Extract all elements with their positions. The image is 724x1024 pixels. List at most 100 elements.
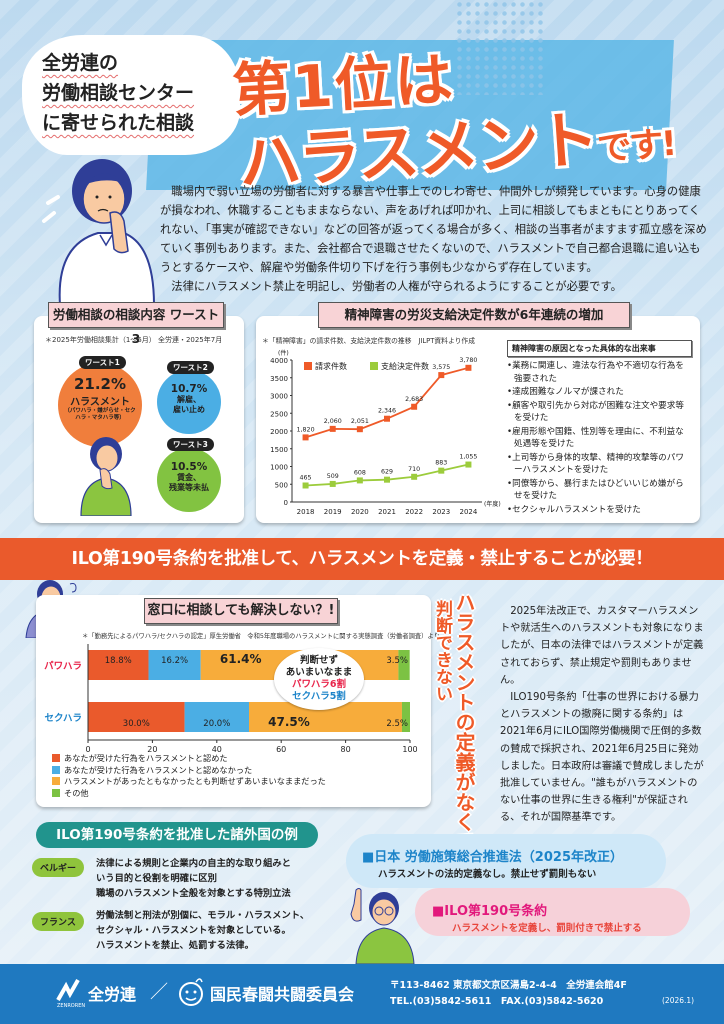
svg-text:509: 509 <box>327 473 339 480</box>
law-explanation: 2025年法改正で、カスタマーハラスメントや就活生へのハラスメントも対象になりま… <box>500 606 704 824</box>
header-dot-pattern <box>455 0 545 95</box>
consult-title: 窓口に相談しても解決しない？! <box>144 598 338 624</box>
worst1-badge: ワースト1 <box>79 356 126 369</box>
vertical-heading-main: ハラスメントの定義がなくて <box>452 592 476 852</box>
consult-panel <box>36 595 431 807</box>
svg-text:1000: 1000 <box>270 464 288 472</box>
legend-swatch <box>52 754 60 762</box>
svg-text:16.2%: 16.2% <box>161 656 188 666</box>
cause-item: •顧客や取引先から対応が困難な注文や要求等を受けた <box>507 400 684 424</box>
svg-text:3,780: 3,780 <box>459 357 477 364</box>
svg-text:2,060: 2,060 <box>324 418 342 425</box>
svg-text:30.0%: 30.0% <box>123 719 150 729</box>
consult-legend: あなたが受けた行為をハラスメントと認めた あなたが受けた行為をハラスメントと認め… <box>52 753 326 799</box>
ilo-convention-sub: ハラスメントを定義し、罰則付きで禁止する <box>452 923 642 934</box>
svg-text:47.5%: 47.5% <box>268 715 310 729</box>
zenroren-logo-icon: ZENROREN <box>56 979 85 1008</box>
worried-woman-illustration <box>42 159 155 305</box>
svg-text:2022: 2022 <box>405 508 423 516</box>
ilo-banner: ILO第190号条約を批准して、ハラスメントを定義・禁止することが必要！ <box>0 538 724 580</box>
ilo-convention-box <box>415 888 690 936</box>
footer-org-zenroren: 全労連 <box>88 985 137 1004</box>
svg-text:60: 60 <box>276 745 286 754</box>
svg-text:710: 710 <box>408 466 420 473</box>
cause-item: •上司等から身体的攻撃、精神的攻撃等のパワーハラスメントを受けた <box>507 452 684 476</box>
causes-box: 精神障害の原因となった具体的な出来事 •業務に関連し、違法な行為や不適切な行為を… <box>507 340 692 517</box>
svg-text:2020: 2020 <box>351 508 369 516</box>
svg-text:ZENROREN: ZENROREN <box>57 1003 85 1008</box>
svg-text:支給決定件数: 支給決定件数 <box>381 361 429 371</box>
footer: ZENROREN 全労連 ／ 国民春闘共闘委員会 〒113-8462 東京都文京… <box>0 964 724 1024</box>
svg-text:1500: 1500 <box>270 446 288 454</box>
worst2-badge: ワースト2 <box>167 361 214 374</box>
worst3-title: 労働相談の相談内容 ワースト3 <box>48 302 224 346</box>
svg-text:80: 80 <box>341 745 351 754</box>
svg-text:0: 0 <box>284 499 288 507</box>
legend-swatch <box>52 788 60 797</box>
cause-item: •セクシャルハラスメントを受けた <box>507 504 641 515</box>
mental-panel <box>256 316 700 523</box>
countries-title: ILO第190号条約を批准した諸外国の例 <box>36 822 318 848</box>
worst2-circle: 10.7% 解雇、 雇い止め <box>157 370 221 434</box>
intro-text: 職場内で弱い立場の労働者に対する暴言や仕事上でのしわ寄せ、仲間外しが頻発していま… <box>160 185 707 293</box>
mental-line-chart: 0 500 1000 1500 2000 2500 3000 3500 4000(件) 2018 2… <box>270 349 501 516</box>
svg-text:2024: 2024 <box>460 508 478 516</box>
svg-text:2,683: 2,683 <box>405 396 423 403</box>
svg-text:629: 629 <box>381 469 393 476</box>
svg-text:セクハラ: セクハラ <box>44 713 82 724</box>
cause-item: •雇用形態や国籍、性別等を理由に、不利益な処遇等を受けた <box>507 426 684 450</box>
svg-text:883: 883 <box>435 460 447 467</box>
japan-law-box <box>346 834 666 888</box>
svg-text:2021: 2021 <box>378 508 396 516</box>
svg-text:3500: 3500 <box>270 375 288 383</box>
svg-text:1,820: 1,820 <box>297 426 315 433</box>
svg-text:2019: 2019 <box>324 508 342 516</box>
worst3-circle: 10.5% 賃金、 残業等未払 <box>157 448 221 512</box>
country-text-france: 労働法制と刑法が別個に、モラル・ハラスメント、 セクシャル・ハラスメントを対象と… <box>96 910 310 951</box>
country-badge-france: フランス <box>32 912 84 931</box>
svg-text:4000: 4000 <box>270 357 288 365</box>
cause-item: •達成困難なノルマが課された <box>507 387 624 397</box>
svg-text:2,051: 2,051 <box>351 418 369 425</box>
ilo-convention-title: ■ILO第190号条約 <box>432 904 548 919</box>
svg-text:請求件数: 請求件数 <box>315 361 347 371</box>
mental-note: ＊「精神障害」の請求件数、支給決定件数の推移 JILPT資料より作成 <box>262 337 476 345</box>
legend-item: あなたが受けた行為をハラスメントと認めた <box>52 753 326 765</box>
worst3-badge: ワースト3 <box>167 438 214 451</box>
footer-address: 〒113-8462 東京都文京区湯島2-4-4 全労連会館4F <box>390 980 627 991</box>
causes-title: 精神障害の原因となった具体的な出来事 <box>507 340 692 357</box>
consult-stacked-bar-chart: パワハラ 18.8% 16.2% 61.4% 3.5% セクハラ 30.0% 20.0% 47.… <box>44 644 418 754</box>
svg-text:2500: 2500 <box>270 410 288 418</box>
svg-text:608: 608 <box>354 469 366 476</box>
svg-text:465: 465 <box>300 474 312 481</box>
causes-list: •業務に関連し、違法な行為や不適切な行為を強要された •達成困難なノルマが課され… <box>507 360 692 516</box>
country-badge-belgium: ベルギー <box>32 858 85 877</box>
bubble-text: 全労連の 労働相談センター に寄せられた相談 <box>42 52 195 134</box>
svg-text:パワハラ: パワハラ <box>44 660 82 672</box>
svg-text:(件): (件) <box>278 349 289 357</box>
mental-title: 精神障害の労災支給決定件数が6年連続の増加 <box>318 302 630 328</box>
japan-law-title: ■日本 労働施策総合推進法（2025年改正） <box>362 850 623 865</box>
svg-text:2.5%: 2.5% <box>386 719 408 729</box>
japan-law-sub: ハラスメントの法的定義なし。禁止せず罰則もない <box>378 869 597 880</box>
footer-slash: ／ <box>150 982 168 1003</box>
footer-date: (2026.1) <box>662 996 695 1005</box>
thinking-woman-illustration <box>80 437 132 516</box>
svg-text:2018: 2018 <box>297 508 315 516</box>
footer-tel-fax: TEL.(03)5842-5611 FAX.(03)5842-5620 <box>390 996 604 1007</box>
legend-item: ハラスメントがあったともなかったとも判断せずあいまいなままだった <box>52 776 326 788</box>
svg-text:20: 20 <box>147 745 157 754</box>
svg-text:3000: 3000 <box>270 393 288 401</box>
svg-text:0: 0 <box>85 745 90 754</box>
legend-item: その他 <box>52 788 326 800</box>
svg-text:2,346: 2,346 <box>378 408 396 415</box>
svg-text:1,055: 1,055 <box>459 454 477 461</box>
svg-text:2023: 2023 <box>432 508 450 516</box>
legend-item: あなたが受けた行為をハラスメントと認めなかった <box>52 765 326 777</box>
svg-text:18.8%: 18.8% <box>105 656 132 666</box>
pointing-man-illustration <box>350 888 415 964</box>
svg-text:100: 100 <box>402 745 417 754</box>
svg-text:500: 500 <box>275 481 288 489</box>
svg-text:40: 40 <box>212 745 222 754</box>
speech-bubble <box>22 35 240 155</box>
